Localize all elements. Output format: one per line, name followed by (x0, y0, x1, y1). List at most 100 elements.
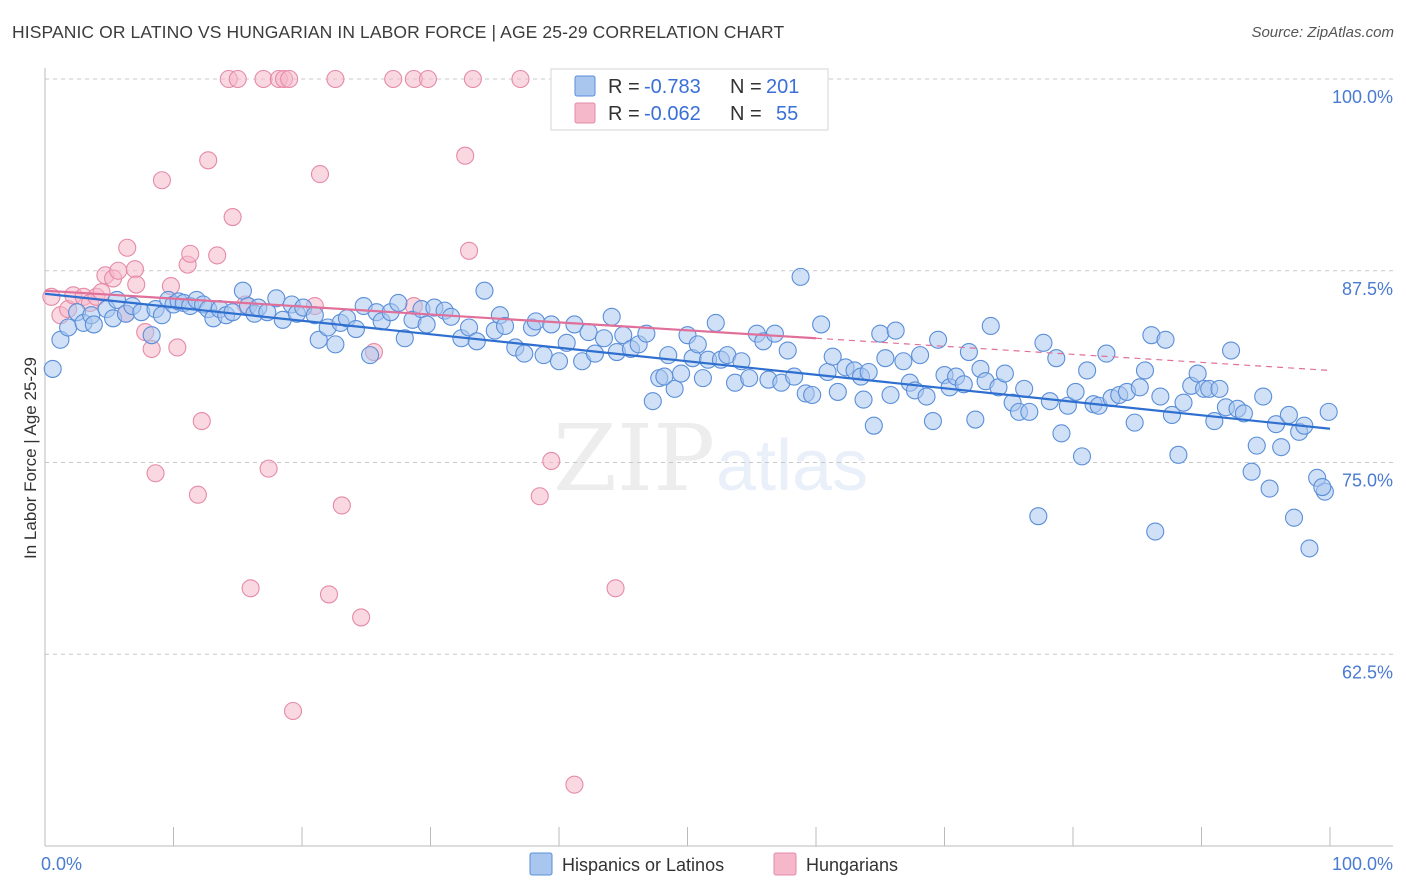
legend-r-label-hispanics: R = (608, 76, 640, 98)
hungarians-point-12 (118, 238, 137, 257)
hispanics-point-155 (1078, 361, 1097, 380)
hispanics-point-69 (534, 346, 553, 365)
legend-n-label-hungarians: N = (730, 103, 762, 125)
hungarians-trendline-extension (815, 337, 1331, 372)
hispanics-point-148 (1034, 333, 1053, 352)
hispanics-point-59 (459, 318, 479, 337)
hispanics-point-181 (1234, 404, 1253, 423)
hispanics-point-104 (765, 324, 784, 343)
hispanics-point-182 (1242, 462, 1261, 481)
y-tick-labels: 62.5% 75.0% 87.5% 100.0% (1332, 87, 1393, 682)
y-tick-label-1: 75.0% (1342, 471, 1393, 491)
hungarians-point-53 (530, 487, 549, 506)
hungarians-point-54 (542, 451, 561, 471)
bottom-legend-swatch-hispanics (529, 852, 553, 876)
hispanics-point-95 (706, 313, 725, 332)
hispanics-point-61 (475, 281, 494, 300)
hispanics-point-64 (495, 316, 515, 336)
hungarians-point-49 (456, 146, 475, 165)
hispanics-point-145 (1015, 379, 1034, 398)
hispanics-point-88 (665, 379, 684, 398)
hispanics-point-163 (1130, 378, 1149, 397)
hungarians-point-52 (511, 69, 530, 89)
hispanics-point-147 (1029, 507, 1048, 526)
hispanics-point-137 (966, 410, 985, 429)
stats-legend: R = -0.783 N = 201 R = -0.062 N = 55 (550, 68, 829, 131)
hungarians-point-33 (259, 459, 278, 478)
hispanics-point-0 (43, 359, 62, 378)
bottom-legend-swatch-hungarians (773, 852, 797, 876)
hungarians-point-25 (199, 151, 218, 170)
hispanics-point-108 (791, 267, 810, 286)
hungarians-point-29 (228, 69, 247, 89)
hungarians-points (42, 69, 625, 794)
hungarians-point-13 (125, 260, 144, 279)
hungarians-point-28 (223, 208, 242, 227)
hispanics-point-33 (267, 289, 286, 308)
hispanics-point-112 (818, 362, 837, 382)
hispanics-point-187 (1272, 438, 1291, 457)
hungarians-point-37 (283, 701, 303, 721)
hispanics-point-173 (1188, 364, 1207, 383)
hispanics-point-162 (1125, 413, 1144, 432)
bottom-legend-label-hungarians: Hungarians (806, 855, 898, 875)
hungarians-point-45 (384, 69, 403, 89)
hispanics-point-185 (1260, 479, 1279, 498)
hispanics-point-179 (1222, 341, 1241, 360)
hispanics-point-183 (1247, 436, 1266, 455)
legend-n-value-hispanics: 201 (766, 76, 799, 98)
hispanics-point-124 (886, 321, 905, 340)
watermark: ZIP atlas (553, 405, 868, 512)
hungarians-point-51 (463, 69, 482, 89)
hispanics-point-70 (542, 315, 561, 334)
hungarians-point-10 (109, 261, 128, 280)
hispanics-point-75 (579, 323, 598, 342)
hispanics-point-167 (1151, 387, 1170, 406)
hispanics-point-125 (894, 352, 913, 371)
hispanics-point-168 (1156, 330, 1175, 349)
hispanics-point-154 (1072, 447, 1092, 466)
hispanics-point-114 (828, 382, 847, 401)
hispanics-point-113 (823, 347, 842, 366)
hispanics-point-121 (871, 324, 890, 343)
hispanics-point-41 (326, 335, 345, 354)
hispanics-point-146 (1020, 402, 1039, 421)
hungarians-point-26 (208, 246, 227, 265)
hispanics-point-150 (1047, 349, 1066, 368)
hungarians-point-56 (606, 579, 625, 598)
hispanics-point-164 (1135, 361, 1155, 380)
hispanics-point-153 (1066, 382, 1085, 401)
hungarians-point-42 (332, 496, 351, 515)
y-tick-label-0: 62.5% (1342, 662, 1393, 682)
hispanics-point-192 (1300, 539, 1319, 558)
hungarians-point-39 (310, 165, 330, 184)
hispanics-point-195 (1319, 402, 1338, 421)
hispanics-point-76 (585, 344, 605, 363)
hungarians-trendline (44, 289, 817, 340)
hungarians-point-20 (168, 338, 187, 357)
hungarians-point-48 (418, 69, 437, 89)
hungarians-point-41 (326, 69, 345, 89)
legend-n-label-hispanics: N = (730, 76, 762, 98)
x-tick-labels: 0.0% 100.0% (41, 854, 1393, 874)
hungarians-point-36 (280, 69, 299, 89)
legend-r-value-hungarians: -0.062 (644, 103, 701, 125)
legend-r-value-hispanics: -0.783 (644, 76, 701, 98)
hispanics-point-128 (911, 346, 930, 365)
hispanics-point-2 (59, 318, 78, 337)
hispanics-point-131 (929, 330, 948, 349)
legend-r-label-hungarians: R = (608, 103, 640, 125)
y-tick-label-2: 87.5% (1342, 279, 1393, 299)
legend-swatch-hispanics (574, 75, 596, 97)
hispanics-point-50 (389, 293, 408, 313)
hispanics-point-136 (959, 343, 978, 362)
hispanics-point-118 (854, 390, 873, 409)
source-credit: Source: ZipAtlas.com (1251, 24, 1394, 41)
hungarians-point-43 (352, 608, 371, 627)
hispanics-point-119 (859, 362, 878, 382)
hispanics-point-71 (549, 352, 569, 371)
bottom-legend-label-hispanics: Hispanics or Latinos (562, 855, 724, 875)
hungarians-point-55 (565, 775, 584, 794)
hungarians-point-17 (146, 464, 165, 483)
hungarians-point-32 (254, 69, 273, 89)
